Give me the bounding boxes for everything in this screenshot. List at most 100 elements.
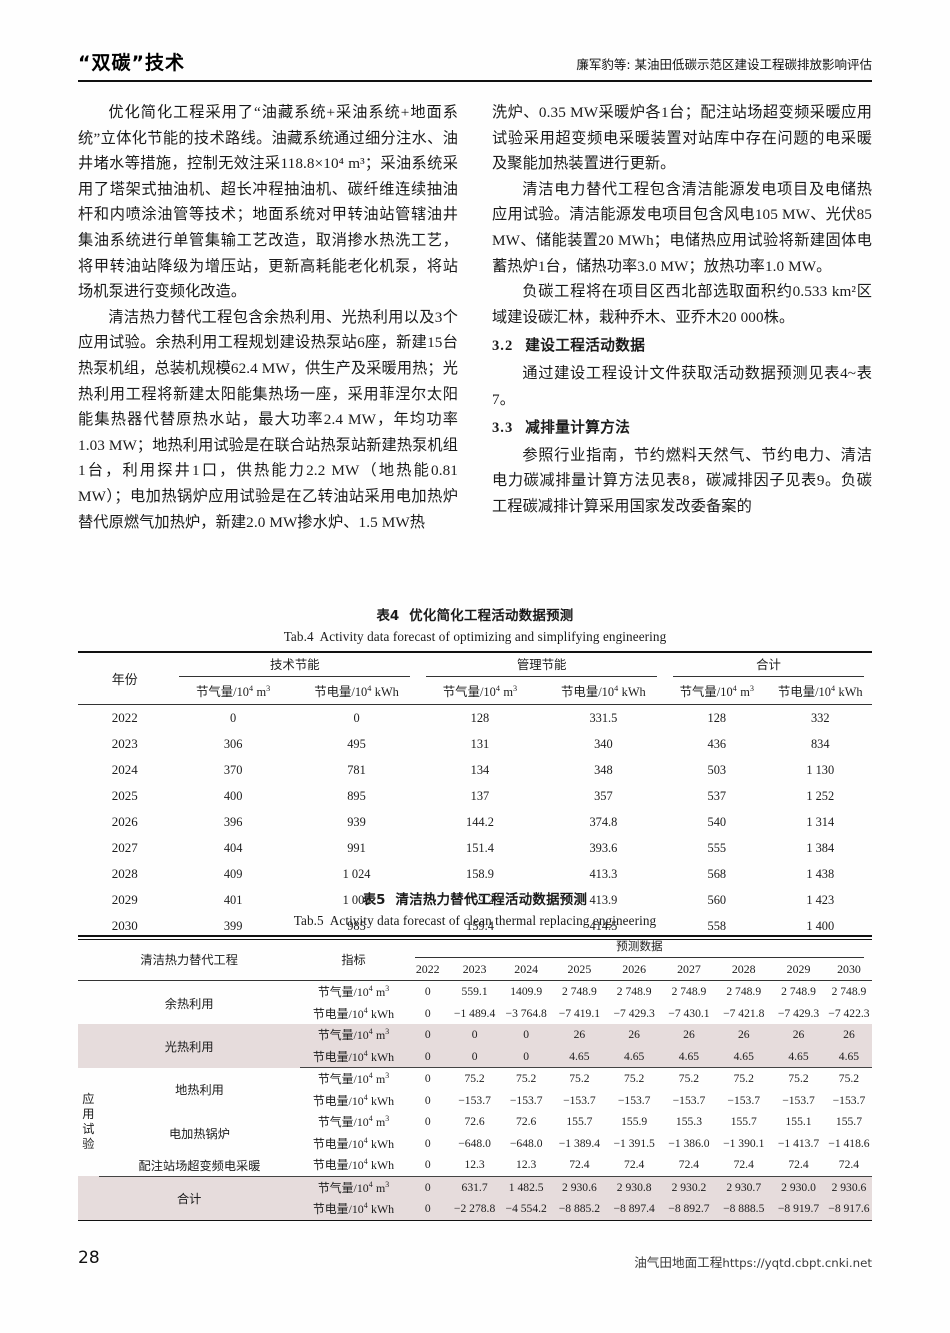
table-5-cell-value: −7 430.1	[668, 1006, 710, 1020]
left-column: 优化简化工程采用了“油藏系统+采油系统+地面系统”立体化节能的技术路线。油藏系统…	[78, 100, 458, 535]
table-5-cell-project: 余热利用	[164, 996, 214, 1011]
table-5-cell-project: 合计	[176, 1192, 202, 1206]
table-4-cell-value: 332	[810, 710, 830, 725]
table-4-header-gas-2: 节气量/104 m3	[442, 683, 518, 699]
page-number: 28	[78, 1248, 100, 1268]
table-5-cell-value: 2 748.9	[781, 985, 816, 999]
table-5-cell-value: 4.65	[661, 1045, 717, 1068]
right-column: 洗炉、0.35 MW采暖炉各1台；配注站场超变频采暖应用试验采用超变频电采暖装置…	[492, 100, 872, 535]
table-4-cell-value: 128	[707, 710, 727, 725]
table-5-cell-value: −1 413.7	[777, 1136, 820, 1150]
table-4-group-technical: 技术节能	[171, 652, 418, 678]
table-5-cell-value: 75.2	[516, 1072, 537, 1086]
table-5-cell-value: 155.7	[835, 1115, 862, 1129]
table-4-title-en: Activity data forecast of optimizing and…	[319, 629, 667, 644]
table-5-cell-value: 1 482.5	[508, 1180, 544, 1194]
table-5-cell-value: 4.65	[825, 1045, 872, 1068]
table-5-group-forecast: 预测数据	[407, 936, 872, 959]
table-4-cell-value: 331.5	[589, 710, 618, 725]
table-4-cell-value: 560	[707, 892, 727, 907]
table-5-header-year: 2024	[514, 961, 539, 976]
table-5-number-cn: 表5	[362, 893, 386, 908]
paragraph-negative-carbon-engineering: 负碳工程将在项目区西北部选取面积约0.533 km²区域建设碳汇林，栽种乔木、亚…	[492, 283, 872, 326]
table-4-cell-value: 137	[470, 788, 490, 803]
table-5-body: 余热利用 节气量/104 m3 0 559.1 1409.9 2 748.9 2 748.9 2…	[78, 981, 872, 1220]
table-row: 2027 404 991 151.4 393.6 555 1 384	[78, 835, 872, 861]
table-5-cell-metric: 节电量/104 kWh	[312, 1135, 395, 1151]
table-5-cell-value: 75.2	[678, 1072, 700, 1086]
table-5-number-en: Tab.5	[293, 913, 324, 928]
table-5-cell-value: 2 748.9	[671, 985, 707, 999]
table-5-cell-value: 72.4	[552, 1154, 607, 1177]
header-rule	[78, 80, 872, 82]
table-row: 配注站场超变频电采暖 节电量/104 kWh 0 12.3 12.3 72.4 72.4 72.…	[78, 1154, 872, 1177]
table-4-group-total-label: 合计	[756, 657, 781, 672]
table-5-header-project: 清洁热力替代工程	[78, 936, 301, 981]
table-4-header-elec-1: 节电量/104 kWh	[314, 683, 399, 699]
table-4-cell-value: 1 314	[806, 814, 835, 829]
table-5-group-forecast-label: 预测数据	[616, 939, 663, 953]
table-5-cell-value: 4.65	[552, 1045, 607, 1068]
section-title-3-3: 减排量计算方法	[525, 419, 631, 437]
table-row: 2025 400 895 137 357 537 1 252	[78, 783, 872, 809]
table-5-cell-value: 0	[424, 1202, 431, 1216]
table-5-cell-value: −7 429.3	[777, 1006, 820, 1020]
table-4-caption-en: Tab.4 Activity data forecast of optimizin…	[78, 629, 872, 645]
table-4-cell-value: 159.4	[466, 918, 494, 933]
table-4-header-elec-2: 节电量/104 kWh	[561, 683, 646, 699]
table-4-header-gas-3: 节气量/104 m3	[679, 683, 754, 699]
table-4-cell-year: 2023	[111, 736, 138, 751]
table-5-cell-value: 0	[424, 1136, 431, 1150]
table-4-group-management: 管理节能	[418, 652, 665, 678]
table-5-cell-value: −8 892.7	[668, 1202, 710, 1216]
table-4-cell-value: 348	[594, 762, 613, 777]
table-5-cell-value: 72.6	[464, 1115, 485, 1129]
table-4-cell-value: 985	[347, 918, 366, 933]
table-4-cell-value: 414.5	[589, 918, 618, 933]
table-4-block: 表4 优化简化工程活动数据预测 Tab.4 Activity data foreca…	[78, 604, 872, 940]
body-columns: 优化简化工程采用了“油藏系统+采油系统+地面系统”立体化节能的技术路线。油藏系统…	[78, 100, 872, 535]
table-5-year-header-row: 2022 2023 2024 2025 2026 2027 2028 2029 2030	[78, 959, 872, 981]
table-5-cell-project: 电加热锅炉	[169, 1126, 230, 1141]
table-4-cell-year: 2026	[111, 814, 138, 829]
table-5-header-year: 2029	[786, 961, 811, 976]
table-row: 2030 399 985 159.4 414.5 558 1 400	[78, 913, 872, 940]
section-number-3-3: 3.3	[492, 420, 514, 437]
table-5-cell-value: −8 917.6	[828, 1202, 870, 1216]
table-5-cell-value: 72.4	[606, 1154, 662, 1177]
table-5-cell-value: 155.7	[566, 1115, 593, 1129]
table-4-cell-year: 2025	[111, 788, 138, 803]
table-4-cell-value: 134	[470, 762, 490, 777]
footer-journal-source: 油气田地面工程https://yqtd.cbpt.cnki.net	[634, 1252, 872, 1271]
table-5-cell-value: 2 748.9	[831, 985, 867, 999]
table-5-cell-value: 12.3	[500, 1154, 552, 1177]
table-4-cell-value: 340	[594, 736, 613, 751]
table-4-cell-year: 2030	[111, 918, 138, 933]
table-4-cell-value: 409	[223, 866, 243, 881]
table-5-cell-value: 1409.9	[510, 985, 543, 999]
table-5-cell-value: 2 930.0	[781, 1180, 816, 1194]
table-5-cell-value: 4.65	[716, 1045, 772, 1068]
table-5-header-year: 2028	[731, 961, 756, 976]
table-row: 2029 401 1 009 159.2 413.9 560 1 423	[78, 887, 872, 913]
group-underline	[179, 675, 411, 677]
table-5-header-index: 指标	[300, 936, 407, 981]
table-5-cell-value: 155.3	[675, 1115, 702, 1129]
table-5-cell-value: 0	[500, 1045, 552, 1068]
table-5-cell-value: −1 391.5	[613, 1136, 655, 1150]
table-5-cell-value: 0	[424, 1028, 431, 1042]
table-4-cell-value: 495	[347, 736, 366, 751]
table-4-cell-value: 939	[347, 814, 366, 829]
paragraph-thermal-continued: 洗炉、0.35 MW采暖炉各1台；配注站场超变频采暖应用试验采用超变频电采暖装置…	[492, 104, 872, 173]
table-5-group-trial-label: 应用试验	[82, 1091, 95, 1151]
table-4-cell-value: 540	[707, 814, 727, 829]
journal-section-label: “双碳”技术	[78, 52, 185, 74]
table-5-cell-value: −8 897.4	[613, 1202, 655, 1216]
table-5-cell-value: 0	[424, 985, 431, 999]
table-5-cell-value: 2 748.9	[726, 985, 762, 999]
table-5-cell-value: 72.4	[661, 1154, 717, 1177]
table-row: 2026 396 939 144.2 374.8 540 1 314	[78, 809, 872, 835]
table-5-cell-value: −153.7	[458, 1093, 491, 1107]
table-4-cell-value: 144.2	[466, 814, 494, 829]
table-5-cell-value: 0	[424, 1093, 431, 1107]
